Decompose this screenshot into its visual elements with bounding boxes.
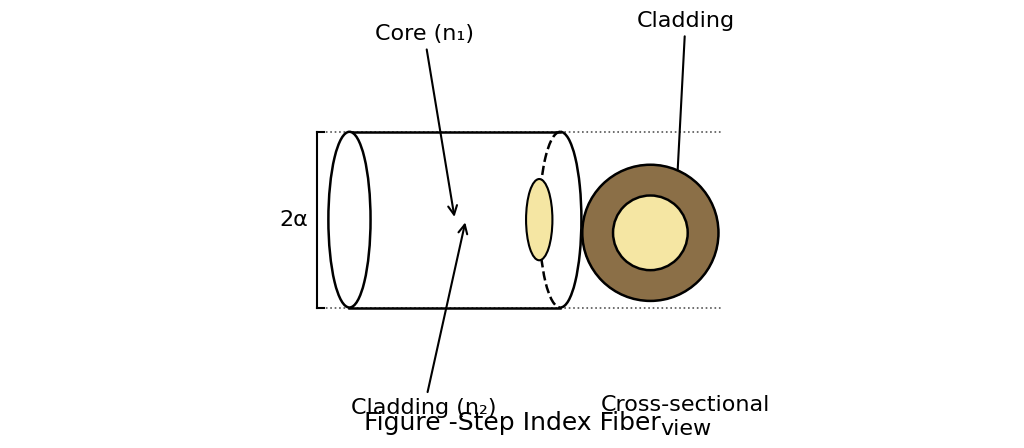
Ellipse shape xyxy=(526,179,552,260)
Text: Cladding: Cladding xyxy=(637,11,734,291)
Ellipse shape xyxy=(329,132,371,307)
Text: Figure -Step Index Fiber: Figure -Step Index Fiber xyxy=(364,411,660,435)
Text: Core: Core xyxy=(625,223,676,243)
Text: Core (n₁): Core (n₁) xyxy=(375,24,474,215)
Text: Cladding (n₂): Cladding (n₂) xyxy=(351,224,497,418)
Circle shape xyxy=(583,165,719,301)
Circle shape xyxy=(613,195,688,270)
Text: 2α: 2α xyxy=(280,210,308,230)
Text: Cross-sectional
view: Cross-sectional view xyxy=(601,396,770,439)
